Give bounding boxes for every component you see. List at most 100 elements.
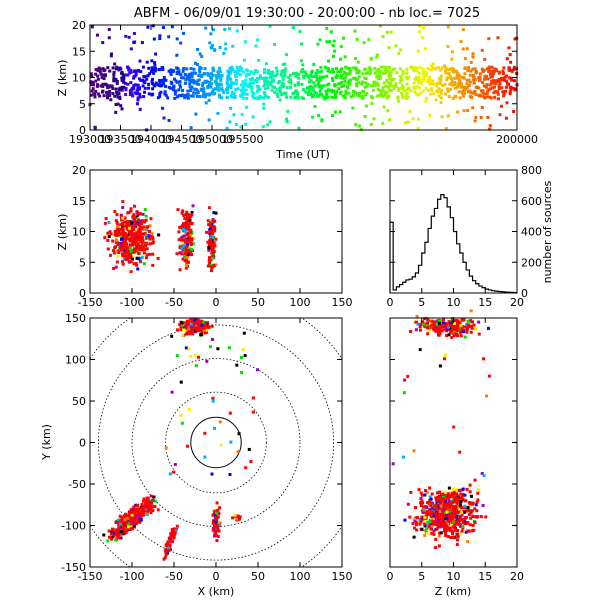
xz-point (208, 261, 212, 265)
xz-point (127, 226, 131, 230)
time-point (150, 66, 154, 70)
time-point (453, 86, 457, 90)
time-point (482, 92, 486, 96)
time-point (104, 73, 108, 77)
xz-point (209, 258, 213, 262)
xz-point (139, 239, 143, 243)
zy-point (445, 322, 449, 326)
time-point (218, 45, 222, 49)
time-point (115, 92, 119, 96)
time-point (449, 77, 453, 81)
time-point (143, 74, 147, 78)
time-point (291, 26, 295, 30)
time-point (388, 118, 392, 122)
time-point (145, 60, 149, 64)
xz-point (135, 249, 139, 253)
zy-point (459, 500, 463, 504)
time-point (301, 63, 305, 67)
time-point (150, 68, 154, 72)
time-point (236, 67, 240, 71)
time-point (226, 69, 230, 73)
zy-point (448, 323, 452, 327)
zy-point (455, 332, 459, 336)
time-point (115, 90, 119, 94)
zy-point (436, 319, 440, 323)
xz-point (189, 233, 193, 237)
time-point (344, 75, 348, 79)
xy-point (115, 534, 119, 538)
time-point (481, 81, 485, 85)
zy-point (445, 494, 449, 498)
time-point (274, 66, 278, 70)
time-point (330, 76, 334, 80)
time-point (153, 61, 157, 65)
xz-point (208, 230, 212, 234)
xz-point (115, 239, 119, 243)
time-point (325, 40, 329, 44)
time-point (220, 74, 224, 78)
xz-point (209, 263, 213, 267)
time-point (381, 35, 385, 39)
time-point (326, 69, 330, 73)
time-point (382, 81, 386, 85)
xz-point (181, 241, 185, 245)
xz-point (183, 259, 187, 263)
time-point (389, 89, 393, 93)
zy-point (450, 522, 454, 526)
xz-point (138, 224, 142, 228)
time-point (487, 65, 491, 69)
time-point (324, 89, 328, 93)
time-point (406, 120, 410, 124)
zy-point (419, 491, 423, 495)
time-point (245, 105, 249, 109)
time-point (415, 69, 419, 73)
xy-point (137, 507, 141, 511)
zy-point (450, 335, 454, 339)
zy-point (427, 329, 431, 333)
time-point (354, 123, 358, 127)
time-point (101, 89, 105, 93)
time-point (285, 86, 289, 90)
time-point (463, 72, 467, 76)
time-point (296, 94, 300, 98)
time-point (293, 90, 297, 94)
xy-point (122, 525, 126, 529)
xz-point (190, 221, 194, 225)
xz-point (186, 227, 190, 231)
zy-point (474, 327, 478, 331)
time-point (272, 90, 276, 94)
time-point (462, 76, 466, 80)
time-point (157, 68, 161, 72)
xy-point (235, 517, 239, 521)
time-point (471, 74, 475, 78)
time-point (300, 82, 304, 86)
xz-point (114, 245, 118, 249)
time-point (328, 70, 332, 74)
time-point (455, 76, 459, 80)
time-point (386, 84, 390, 88)
time-point (102, 73, 106, 77)
time-point (253, 78, 257, 82)
time-point (158, 94, 162, 98)
time-point (485, 74, 489, 78)
time-point (126, 65, 130, 69)
time-point (180, 94, 184, 98)
time-point (462, 87, 466, 91)
time-point (318, 38, 322, 42)
time-point (176, 67, 180, 71)
zy-point (403, 378, 407, 382)
time-point (96, 92, 100, 96)
xy-point (187, 327, 191, 331)
zy-point (458, 510, 462, 514)
time-point (379, 90, 383, 94)
xy-point (130, 519, 134, 523)
xz-point (178, 246, 182, 250)
time-point (354, 67, 358, 71)
time-point (124, 86, 128, 90)
zy-point (430, 532, 434, 536)
zy-point (473, 507, 477, 511)
range-ring (190, 416, 242, 469)
xy-point (197, 326, 201, 330)
time-point (487, 69, 491, 73)
zy-point (470, 509, 474, 513)
